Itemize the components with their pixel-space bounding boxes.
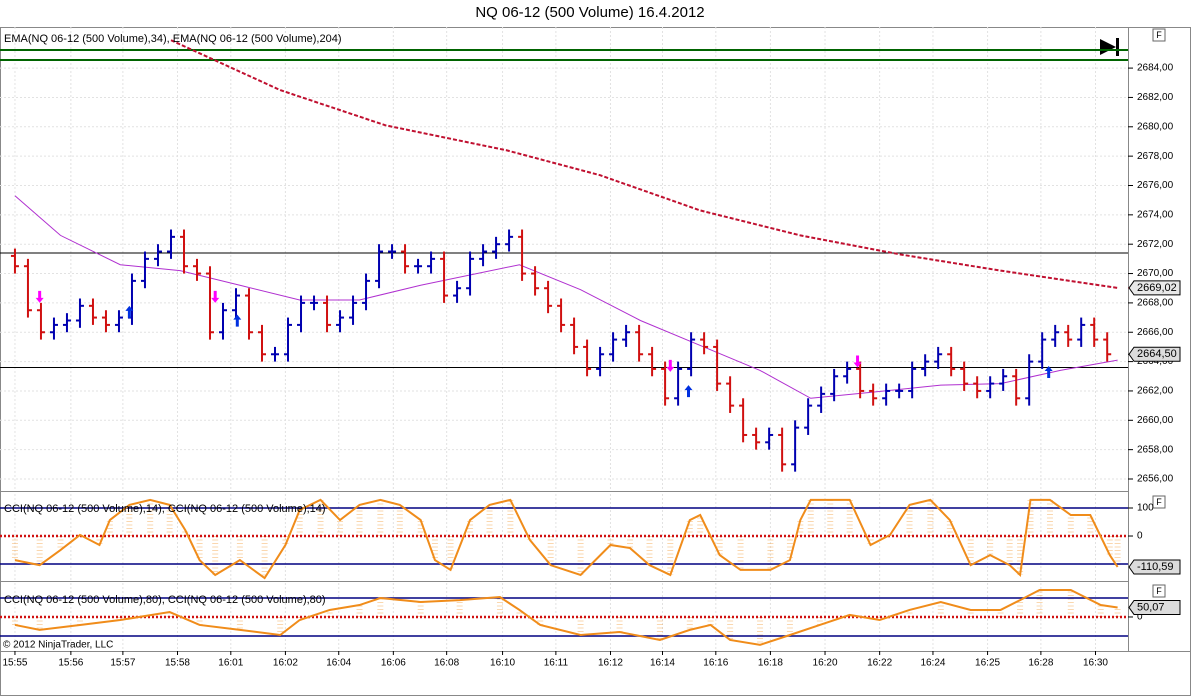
y-tick-label: 2672,00 [1137,239,1174,250]
signal-arrow [233,314,242,327]
y-tick-label: 2678,00 [1137,151,1174,162]
chart-title: NQ 06-12 (500 Volume) 16.4.2012 [475,4,704,21]
signal-arrow [35,290,44,303]
axis-button [1152,584,1166,598]
signal-arrow [853,355,862,368]
plot-layer: 15:55 15:56 15:57 15:58 16:01 16:02 16:04 16:06… [0,27,1181,669]
signal-arrow [666,359,675,372]
signal-arrow [125,305,134,318]
x-tick-label: 16:30 [1083,658,1108,669]
x-tick-label: 16:04 [326,658,351,669]
axis-button-label: F [1156,30,1162,40]
y-tick-label: 2680,00 [1137,121,1174,132]
x-tick-label: 15:57 [110,658,135,669]
x-tick-label: 16:24 [920,658,945,669]
play-icon-bar[interactable] [1116,38,1119,56]
x-tick-label: 16:02 [273,658,298,669]
y-tick-label: 2668,00 [1137,298,1174,309]
x-tick-label: 16:16 [703,658,728,669]
x-tick-label: 16:14 [650,658,675,669]
value-tag [1128,346,1181,362]
x-tick-label: 16:11 [544,658,569,669]
x-tick-label: 15:58 [165,658,190,669]
signal-arrow [1044,365,1053,378]
x-tick-label: 16:18 [758,658,783,669]
x-tick-label: 16:22 [867,658,892,669]
value-tag-label: 2664,50 [1137,348,1177,360]
indicator-legend: CCI(NQ 06-12 (500 Volume),14), CCI(NQ 06… [4,503,326,515]
y-tick-label: 0 [1137,612,1143,623]
value-tag [1128,599,1181,615]
y-tick-label: 2660,00 [1137,415,1174,426]
axis-button-label: F [1156,497,1162,507]
axis-button-label: F [1156,586,1162,596]
y-tick-label: 2658,00 [1137,444,1174,455]
value-tag-label: 2669,02 [1137,282,1177,294]
y-tick-label: 2674,00 [1137,209,1174,220]
cci-panel [0,498,1128,580]
x-tick-label: 16:20 [813,658,838,669]
x-tick-label: 16:01 [218,658,243,669]
value-tag-label: 50,07 [1137,601,1165,613]
y-tick-label: 2662,00 [1137,386,1174,397]
indicator-line [14,589,1118,646]
y-tick-label: 2666,00 [1137,327,1174,338]
indicator-line [14,195,1118,399]
y-tick-label: 2682,00 [1137,92,1174,103]
signal-arrow [211,290,220,303]
x-tick-label: 15:55 [2,658,27,669]
indicator-line [14,498,1119,580]
indicator-legend: CCI(NQ 06-12 (500 Volume),80), CCI(NQ 06… [4,594,326,606]
value-tag-label: -110,59 [1137,561,1174,573]
y-tick-label: 2670,00 [1137,268,1174,279]
signal-arrow [684,385,693,398]
axis-button [1152,28,1166,42]
y-tick-label: 2656,00 [1137,474,1174,485]
y-tick-label: 0 [1137,531,1143,542]
x-tick-label: 16:08 [434,658,459,669]
y-tick-label: 2676,00 [1137,180,1174,191]
x-tick-label: 16:12 [598,658,623,669]
value-tag [1128,559,1181,575]
axis-button [1152,495,1166,509]
x-tick-label: 15:56 [58,658,83,669]
x-tick-label: 16:10 [490,658,515,669]
x-tick-label: 16:25 [975,658,1000,669]
x-tick-label: 16:28 [1028,658,1053,669]
y-tick-label: 2684,00 [1137,63,1174,74]
x-tick-label: 16:06 [381,658,406,669]
cci-panel [0,589,1128,646]
value-tag [1128,280,1181,296]
price-panel [0,39,1128,480]
y-tick-label: 100 [1137,503,1154,514]
indicator-line [170,39,1118,289]
indicator-legend: EMA(NQ 06-12 (500 Volume),34), EMA(NQ 06… [4,33,341,45]
copyright: © 2012 NinjaTrader, LLC [3,640,113,651]
